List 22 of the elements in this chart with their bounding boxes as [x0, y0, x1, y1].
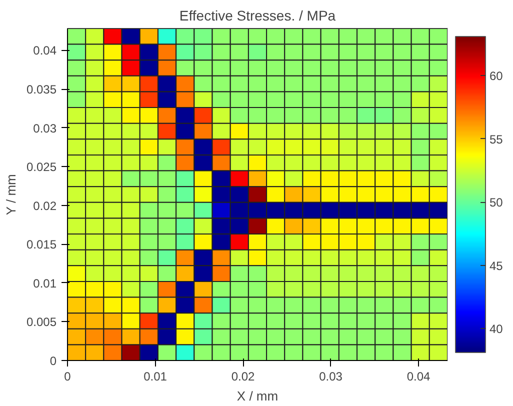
y-tick-label: 0.025 — [26, 160, 57, 174]
x-tick-label: 0.01 — [144, 370, 168, 384]
y-tick-label: 0.02 — [33, 198, 57, 213]
y-tick-label: 0.01 — [33, 276, 57, 290]
y-axis-title: Y / mm — [3, 174, 18, 216]
y-tick-label: 0.03 — [33, 121, 57, 136]
y-tick-label: 0.015 — [26, 238, 57, 252]
chart-title: Effective Stresses. / MPa — [179, 8, 336, 24]
y-tick-label: 0.035 — [26, 82, 57, 97]
color-bar-label: 45 — [490, 258, 504, 273]
x-axis-title: X / mm — [236, 388, 278, 404]
y-tick-label: 0 — [50, 354, 57, 368]
color-bar-label: 60 — [490, 69, 504, 84]
color-bar-label: 40 — [490, 322, 504, 336]
x-tick-label: 0.02 — [231, 370, 256, 384]
y-tick-label: 0.005 — [26, 315, 57, 330]
x-tick-label: 0.03 — [319, 370, 343, 384]
x-tick-label: 0 — [64, 370, 72, 384]
y-tick-label: 0.04 — [33, 44, 57, 58]
color-bar-label: 50 — [490, 196, 504, 210]
color-bar-label: 55 — [490, 132, 504, 146]
x-tick-label: 0.04 — [406, 370, 431, 384]
